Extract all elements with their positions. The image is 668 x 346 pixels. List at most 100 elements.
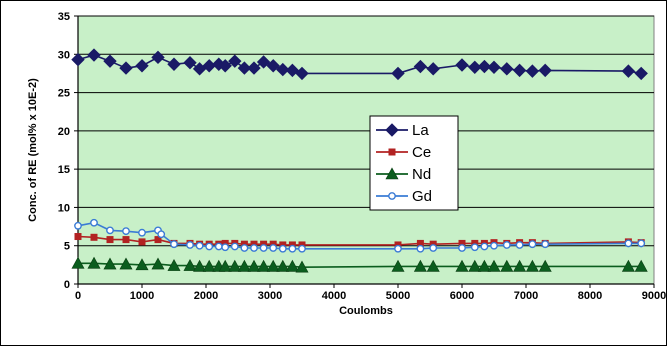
data-point-la (266, 59, 280, 73)
series-nd (71, 256, 648, 273)
data-point-gd (288, 244, 297, 253)
data-point-la (634, 66, 648, 81)
data-point-la (256, 55, 271, 69)
data-point-la (276, 62, 290, 77)
data-point-nd (276, 259, 290, 272)
legend-item-nd: Nd (376, 166, 431, 183)
data-point-gd (122, 227, 130, 236)
data-point-gd (186, 241, 194, 249)
legend-label: Nd (412, 166, 431, 183)
data-point-la (487, 60, 501, 75)
data-point-nd (525, 259, 539, 272)
legend-label: Gd (412, 188, 432, 205)
data-point-nd (413, 259, 427, 272)
data-point-la (468, 60, 482, 75)
data-point-nd (538, 259, 552, 272)
data-point-nd (468, 259, 482, 272)
data-point-gd (259, 244, 268, 252)
x-tick-label: 6000 (450, 290, 474, 302)
data-point-la (119, 61, 133, 75)
data-point-la (183, 56, 197, 70)
legend-swatch-marker (385, 167, 399, 180)
data-point-gd (138, 228, 146, 237)
data-point-gd (490, 241, 498, 250)
x-tick-label: 8000 (578, 290, 602, 302)
data-point-gd (230, 242, 239, 251)
legend-label: La (412, 122, 429, 139)
data-point-gd (429, 244, 438, 252)
legend: La Ce Nd Gd (369, 115, 459, 211)
x-axis-title: Coulombs (339, 305, 393, 317)
x-tick-label: 0 (75, 290, 81, 302)
data-point-gd (528, 240, 537, 249)
data-point-nd (477, 259, 491, 272)
data-point-la (621, 64, 636, 78)
y-tick-label: 5 (64, 241, 70, 253)
legend-box (369, 115, 459, 211)
data-point-gd (269, 244, 278, 252)
y-tick-label: 35 (58, 11, 70, 23)
data-point-nd (135, 258, 149, 271)
x-tick-label: 9000 (642, 290, 666, 302)
data-point-gd (394, 244, 402, 253)
data-point-ce (106, 236, 114, 244)
data-point-la (218, 59, 232, 73)
data-point-la (87, 48, 101, 62)
data-point-nd (285, 259, 299, 272)
data-point-nd (487, 259, 501, 272)
data-point-ce (138, 238, 146, 246)
data-point-la (413, 59, 428, 74)
data-point-gd (502, 241, 511, 249)
data-point-nd (193, 259, 207, 272)
data-point-nd (151, 257, 165, 270)
data-point-gd (458, 244, 466, 252)
data-point-la (167, 57, 181, 71)
data-point-gd (214, 242, 223, 251)
data-point-nd (295, 260, 309, 273)
data-point-gd (480, 242, 489, 251)
x-tick-label: 5000 (386, 290, 410, 302)
data-point-nd (103, 257, 117, 270)
data-point-nd (391, 259, 405, 272)
data-point-la (103, 54, 117, 68)
y-tick-label: 20 (58, 126, 70, 138)
data-point-la (71, 52, 85, 67)
data-point-nd (167, 258, 181, 271)
data-point-la (228, 54, 242, 68)
x-tick-label: 4000 (322, 290, 346, 302)
data-point-gd (90, 218, 98, 227)
data-point-la (477, 59, 492, 74)
series-gd (74, 218, 646, 253)
data-point-la (151, 50, 165, 65)
series-layer (71, 48, 648, 273)
legend-item-gd: Gd (376, 188, 432, 205)
y-tick-label: 10 (58, 202, 70, 214)
legend-item-ce: Ce (376, 144, 431, 161)
data-point-la (512, 63, 527, 78)
x-tick-label: 1000 (130, 290, 154, 302)
data-point-gd (106, 226, 114, 235)
data-point-nd (513, 259, 527, 272)
data-point-la (426, 62, 440, 76)
data-point-gd (221, 243, 230, 252)
y-tick-label: 30 (58, 49, 70, 61)
data-point-gd (298, 244, 306, 253)
data-point-nd (426, 259, 440, 272)
legend-item-la: La (376, 122, 429, 139)
data-point-la (455, 58, 469, 72)
data-point-nd (218, 259, 232, 272)
data-point-ce (122, 236, 130, 244)
legend-label: Ce (412, 144, 431, 161)
y-tick-label: 25 (58, 88, 70, 100)
data-point-la (538, 63, 552, 78)
data-point-nd (257, 259, 271, 272)
data-point-gd (195, 241, 204, 250)
data-point-gd (624, 239, 633, 248)
data-point-nd (228, 259, 242, 272)
data-point-nd (71, 256, 85, 269)
data-point-nd (119, 257, 133, 270)
data-point-nd (500, 259, 514, 272)
data-point-nd (237, 259, 251, 272)
